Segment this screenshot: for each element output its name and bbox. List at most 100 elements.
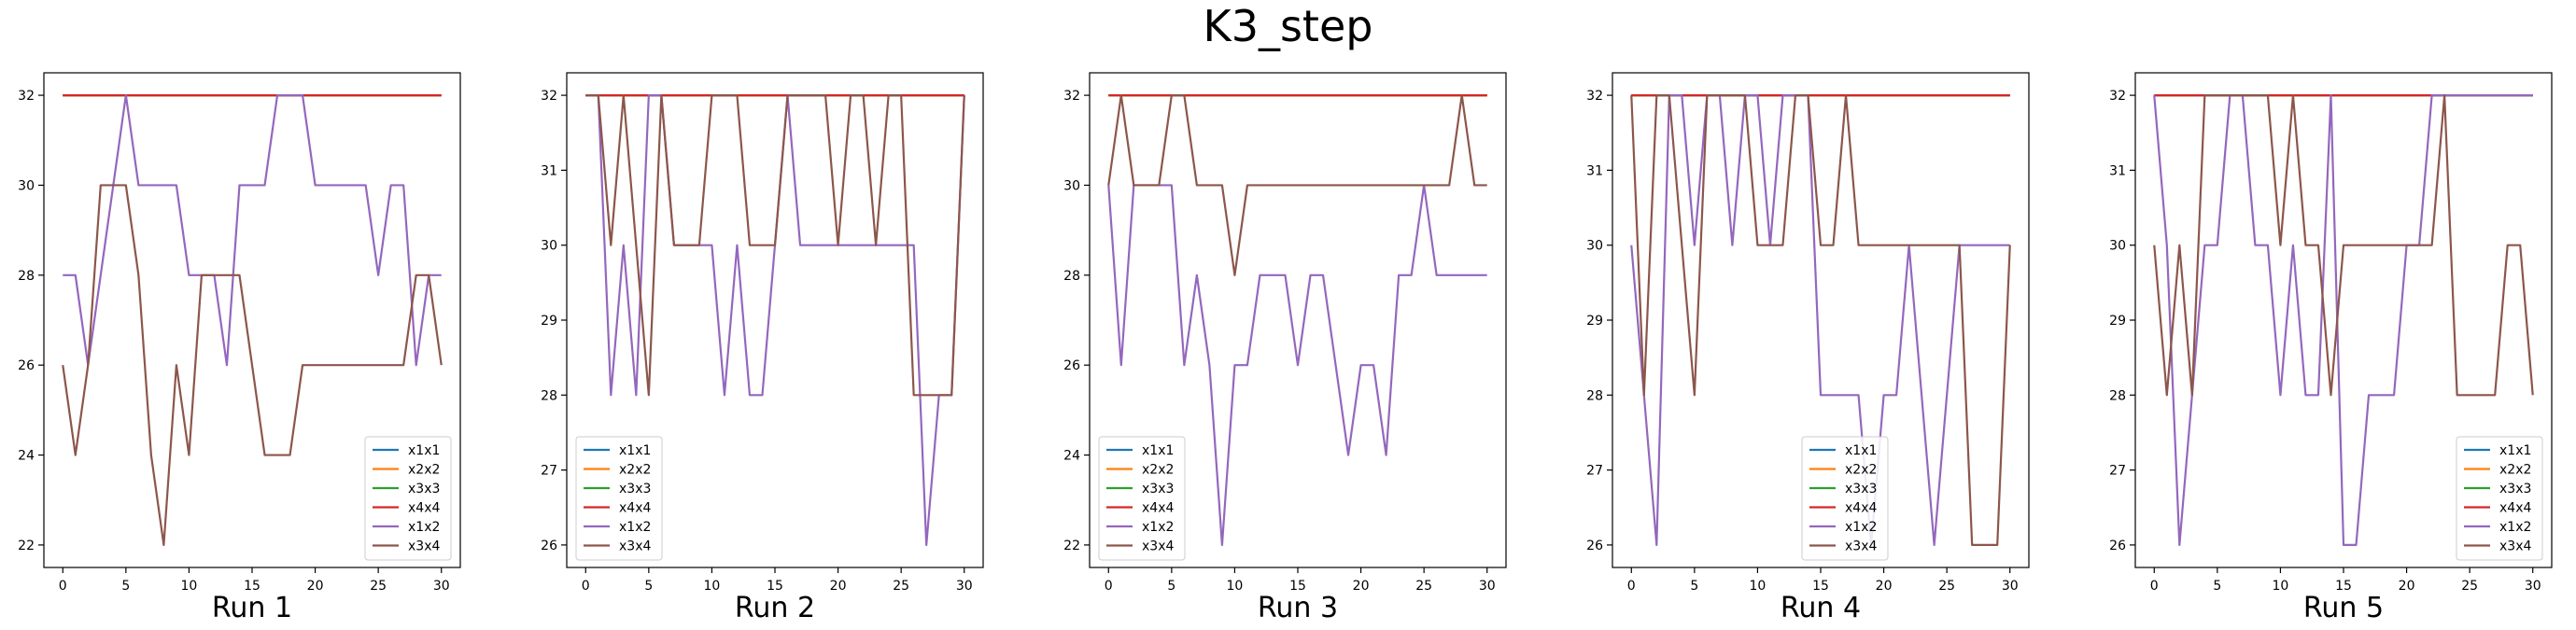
x-tick-label: 30 bbox=[2002, 579, 2019, 594]
y-tick-label: 28 bbox=[18, 269, 35, 284]
y-tick-label: 28 bbox=[1586, 388, 1603, 403]
y-tick-label: 31 bbox=[1586, 163, 1603, 178]
x-tick-label: 25 bbox=[893, 579, 909, 594]
x-tick-label: 10 bbox=[181, 579, 198, 594]
y-tick-label: 32 bbox=[541, 89, 557, 104]
y-tick-label: 27 bbox=[541, 464, 557, 479]
x-tick-label: 25 bbox=[2461, 579, 2478, 594]
x-tick-label: 20 bbox=[1353, 579, 1370, 594]
legend-label-x3x4: x3x4 bbox=[2499, 539, 2531, 554]
y-tick-label: 29 bbox=[541, 314, 557, 329]
legend-label-x3x4: x3x4 bbox=[619, 539, 651, 554]
x-tick-label: 0 bbox=[1627, 579, 1636, 594]
x-tick-label: 15 bbox=[244, 579, 260, 594]
x-axis-label: Run 1 bbox=[212, 592, 292, 624]
x-tick-label: 5 bbox=[1690, 579, 1698, 594]
series-line-x3x4 bbox=[2153, 93, 2534, 397]
series-line-x1x2 bbox=[63, 93, 442, 367]
legend: x1x1 x2x2 x3x3 x4x4 x1x2 x3x4 bbox=[364, 436, 452, 561]
y-tick-label: 32 bbox=[1586, 89, 1603, 104]
x-tick-label: 25 bbox=[370, 579, 387, 594]
legend-label-x4x4: x4x4 bbox=[2499, 501, 2531, 516]
x-tick-label: 30 bbox=[2525, 579, 2541, 594]
legend: x1x1 x2x2 x3x3 x4x4 x1x2 x3x4 bbox=[2456, 436, 2543, 561]
x-tick-label: 5 bbox=[121, 579, 130, 594]
legend-label-x3x3: x3x3 bbox=[1845, 482, 1877, 497]
y-tick-label: 28 bbox=[2109, 388, 2126, 403]
legend: x1x1 x2x2 x3x3 x4x4 x1x2 x3x4 bbox=[1801, 436, 1889, 561]
x-tick-label: 10 bbox=[2273, 579, 2289, 594]
legend-label-x3x3: x3x3 bbox=[619, 482, 651, 497]
x-tick-label: 0 bbox=[59, 579, 67, 594]
y-tick-label: 32 bbox=[2109, 89, 2126, 104]
x-tick-label: 15 bbox=[2335, 579, 2352, 594]
y-tick-label: 22 bbox=[1063, 539, 1080, 553]
legend-label-x3x4: x3x4 bbox=[408, 539, 440, 554]
y-tick-label: 26 bbox=[18, 358, 35, 373]
x-tick-label: 25 bbox=[1938, 579, 1955, 594]
legend-label-x4x4: x4x4 bbox=[619, 501, 651, 516]
y-tick-label: 30 bbox=[541, 239, 557, 254]
x-tick-label: 0 bbox=[2150, 579, 2159, 594]
y-tick-label: 31 bbox=[541, 163, 557, 178]
x-tick-label: 15 bbox=[1289, 579, 1306, 594]
series-line-x3x4 bbox=[1107, 93, 1487, 276]
x-tick-label: 0 bbox=[582, 579, 590, 594]
x-tick-label: 15 bbox=[767, 579, 783, 594]
x-axis-label: Run 2 bbox=[735, 592, 815, 624]
y-tick-label: 32 bbox=[18, 89, 35, 104]
x-tick-label: 30 bbox=[956, 579, 973, 594]
legend: x1x1 x2x2 x3x3 x4x4 x1x2 x3x4 bbox=[1098, 436, 1186, 561]
y-tick-label: 27 bbox=[2109, 464, 2126, 479]
legend-label-x4x4: x4x4 bbox=[1845, 501, 1877, 516]
series-line-x3x4 bbox=[1630, 93, 2011, 547]
y-tick-label: 32 bbox=[1063, 89, 1080, 104]
y-tick-label: 28 bbox=[541, 388, 557, 403]
legend: x1x1 x2x2 x3x3 x4x4 x1x2 x3x4 bbox=[575, 436, 663, 561]
legend-label-x4x4: x4x4 bbox=[408, 501, 440, 516]
legend-label-x1x2: x1x2 bbox=[619, 520, 651, 535]
legend-label-x3x3: x3x3 bbox=[1142, 482, 1174, 497]
legend-label-x1x2: x1x2 bbox=[1142, 520, 1174, 535]
legend-box bbox=[1098, 436, 1186, 561]
legend-label-x3x4: x3x4 bbox=[1845, 539, 1877, 554]
y-tick-label: 26 bbox=[1063, 358, 1080, 373]
x-tick-label: 5 bbox=[1167, 579, 1175, 594]
y-tick-label: 29 bbox=[2109, 314, 2126, 329]
legend-label-x4x4: x4x4 bbox=[1142, 501, 1174, 516]
x-axis-label: Run 4 bbox=[1781, 592, 1861, 624]
legend-box bbox=[575, 436, 663, 561]
y-tick-label: 31 bbox=[2109, 163, 2126, 178]
legend-label-x1x1: x1x1 bbox=[1845, 443, 1877, 458]
series-line-x1x2 bbox=[2153, 93, 2533, 547]
y-tick-label: 30 bbox=[18, 178, 35, 193]
legend-label-x1x1: x1x1 bbox=[2499, 443, 2531, 458]
legend-label-x2x2: x2x2 bbox=[1845, 463, 1877, 478]
legend-label-x2x2: x2x2 bbox=[408, 463, 440, 478]
legend-label-x2x2: x2x2 bbox=[619, 463, 651, 478]
x-tick-label: 20 bbox=[830, 579, 847, 594]
legend-label-x1x2: x1x2 bbox=[1845, 520, 1877, 535]
y-tick-label: 26 bbox=[1586, 539, 1603, 553]
x-tick-label: 20 bbox=[307, 579, 324, 594]
y-tick-label: 27 bbox=[1586, 464, 1603, 479]
x-tick-label: 30 bbox=[433, 579, 450, 594]
legend-box bbox=[1801, 436, 1889, 561]
legend-box bbox=[2456, 436, 2543, 561]
y-tick-label: 30 bbox=[1586, 239, 1603, 254]
y-tick-label: 28 bbox=[1063, 269, 1080, 284]
legend-label-x1x2: x1x2 bbox=[408, 520, 440, 535]
legend-label-x3x3: x3x3 bbox=[2499, 482, 2531, 497]
x-tick-label: 25 bbox=[1415, 579, 1432, 594]
legend-box bbox=[364, 436, 452, 561]
x-tick-label: 10 bbox=[704, 579, 721, 594]
y-tick-label: 22 bbox=[18, 539, 35, 553]
series-line-x1x2 bbox=[1630, 93, 2010, 547]
x-tick-label: 5 bbox=[2213, 579, 2221, 594]
y-tick-label: 24 bbox=[1063, 449, 1080, 464]
